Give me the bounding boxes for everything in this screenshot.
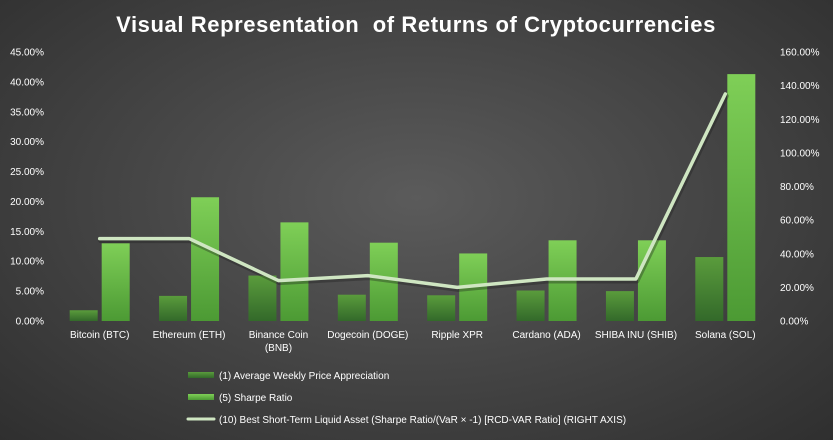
left-axis-tick-label: 5.00%: [16, 287, 44, 298]
legend-label: (5) Sharpe Ratio: [219, 393, 293, 404]
bar-avg-weekly-price-appreciation: [248, 275, 277, 321]
bar-avg-weekly-price-appreciation: [427, 295, 456, 321]
category-label: (BNB): [265, 343, 292, 354]
bar-sharpe-ratio: [280, 222, 309, 321]
legend-swatch-sharpe: [188, 394, 214, 400]
right-axis-tick-label: 0.00%: [780, 317, 808, 328]
left-axis-tick-label: 10.00%: [10, 257, 44, 268]
category-label: Solana (SOL): [695, 330, 756, 341]
bar-sharpe-ratio: [727, 74, 756, 322]
right-axis-tick-label: 60.00%: [780, 216, 814, 227]
left-axis-tick-label: 35.00%: [10, 107, 44, 118]
line-layer: [97, 92, 729, 292]
category-label: Cardano (ADA): [512, 330, 580, 341]
legend: (1) Average Weekly Price Appreciation (5)…: [186, 371, 626, 426]
legend-label: (10) Best Short-Term Liquid Asset (Sharp…: [219, 415, 626, 426]
category-label: Binance Coin: [249, 330, 308, 341]
left-axis-tick-label: 15.00%: [10, 227, 44, 238]
left-axis-tick-label: 30.00%: [10, 137, 44, 148]
left-axis-tick-label: 40.00%: [10, 77, 44, 88]
bars-layer: [69, 74, 756, 322]
bar-sharpe-ratio: [369, 242, 398, 321]
bar-sharpe-ratio: [637, 240, 666, 321]
left-axis-tick-label: 45.00%: [10, 48, 44, 59]
left-axis-tick-label: 0.00%: [16, 317, 44, 328]
left-axis-tick-label: 25.00%: [10, 167, 44, 178]
chart-title: Visual Representation of Returns of Cryp…: [116, 12, 716, 37]
line-rcd-var-ratio: [97, 92, 728, 290]
right-axis: 0.00% 20.00% 40.00% 60.00% 80.00% 100.00% 120.…: [780, 48, 820, 328]
right-axis-tick-label: 40.00%: [780, 249, 814, 260]
right-axis-tick-label: 120.00%: [780, 115, 820, 126]
bar-sharpe-ratio: [191, 197, 220, 321]
bar-avg-weekly-price-appreciation: [516, 290, 545, 321]
left-axis-tick-label: 20.00%: [10, 197, 44, 208]
category-label: Ripple XPR: [431, 330, 483, 341]
bar-avg-weekly-price-appreciation: [159, 295, 188, 321]
bar-sharpe-ratio: [101, 243, 130, 321]
right-axis-tick-label: 160.00%: [780, 48, 820, 59]
category-label: Bitcoin (BTC): [70, 330, 129, 341]
left-axis: 0.00% 5.00% 10.00% 15.00% 20.00% 25.00% 30.00%…: [10, 48, 44, 328]
x-axis: Bitcoin (BTC) Ethereum (ETH) Binance Coin (…: [70, 330, 756, 354]
bar-avg-weekly-price-appreciation: [69, 310, 98, 321]
category-label: SHIBA INU (SHIB): [595, 330, 677, 341]
right-axis-tick-label: 100.00%: [780, 148, 820, 159]
bar-avg-weekly-price-appreciation: [337, 294, 366, 321]
right-axis-tick-label: 80.00%: [780, 182, 814, 193]
category-label: Dogecoin (DOGE): [327, 330, 408, 341]
legend-swatch-avg-weekly: [188, 372, 214, 378]
category-label: Ethereum (ETH): [153, 330, 226, 341]
bar-avg-weekly-price-appreciation: [695, 257, 724, 321]
right-axis-tick-label: 140.00%: [780, 81, 820, 92]
bar-avg-weekly-price-appreciation: [605, 291, 634, 321]
right-axis-tick-label: 20.00%: [780, 283, 814, 294]
legend-label: (1) Average Weekly Price Appreciation: [219, 371, 389, 382]
